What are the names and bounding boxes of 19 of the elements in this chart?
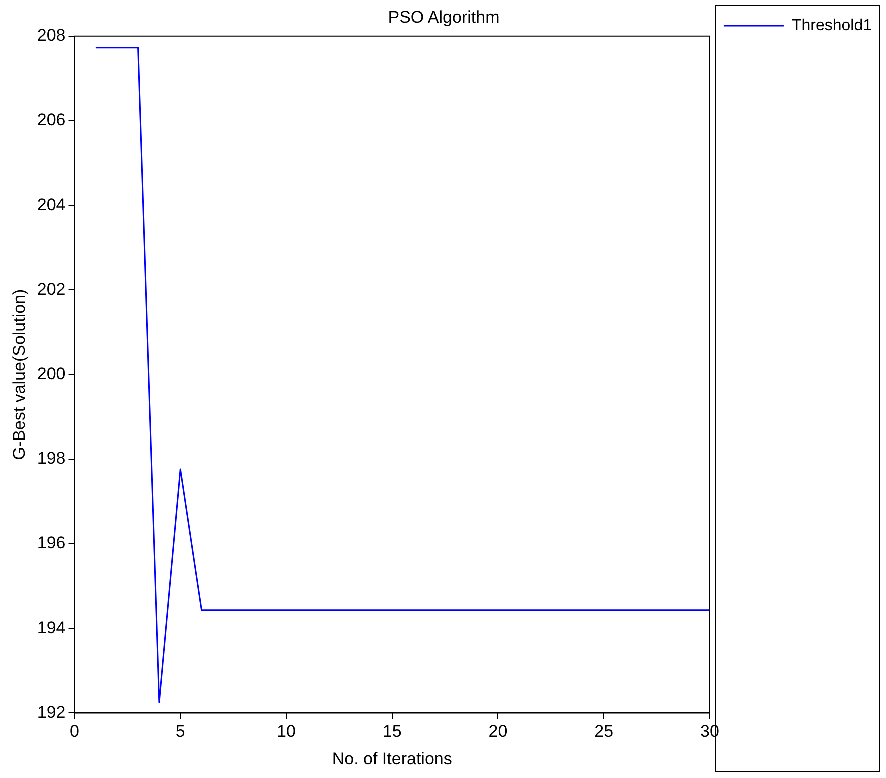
- y-axis-title: G-Best value(Solution): [10, 289, 29, 460]
- x-tick-label: 10: [277, 722, 296, 742]
- x-tick-label: 20: [488, 722, 508, 742]
- y-tick-label: 194: [37, 618, 66, 638]
- y-tick-label: 204: [37, 195, 66, 214]
- chart-title: PSO Algorithm: [388, 8, 500, 27]
- y-tick-label: 192: [37, 702, 66, 722]
- y-tick-label: 200: [37, 364, 66, 384]
- x-axis-title: No. of Iterations: [332, 749, 452, 768]
- x-tick-label: 5: [176, 722, 186, 742]
- y-tick-label: 196: [37, 534, 66, 553]
- y-tick-label: 208: [37, 26, 66, 46]
- legend-label: Threshold1: [792, 17, 872, 34]
- y-tick-label: 202: [37, 280, 66, 299]
- y-tick-label: 198: [37, 449, 66, 468]
- x-tick-label: 15: [382, 722, 402, 742]
- y-tick-label: 206: [37, 110, 66, 130]
- x-tick-label: 0: [70, 722, 80, 742]
- x-tick-label: 25: [594, 722, 614, 742]
